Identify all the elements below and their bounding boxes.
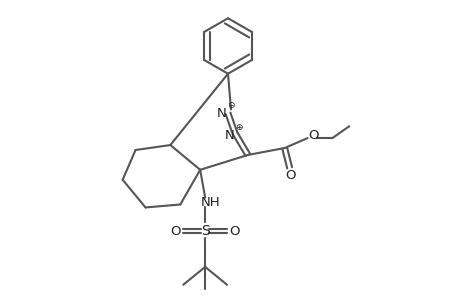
Text: NH: NH [200, 196, 219, 209]
Text: N: N [224, 129, 235, 142]
Text: O: O [170, 225, 180, 238]
Text: O: O [229, 225, 240, 238]
Text: S: S [200, 224, 209, 238]
Text: O: O [308, 129, 318, 142]
Text: N: N [217, 107, 226, 120]
Text: ⊖: ⊖ [227, 101, 234, 110]
Text: O: O [285, 169, 295, 182]
Text: ⊕: ⊕ [235, 123, 242, 132]
